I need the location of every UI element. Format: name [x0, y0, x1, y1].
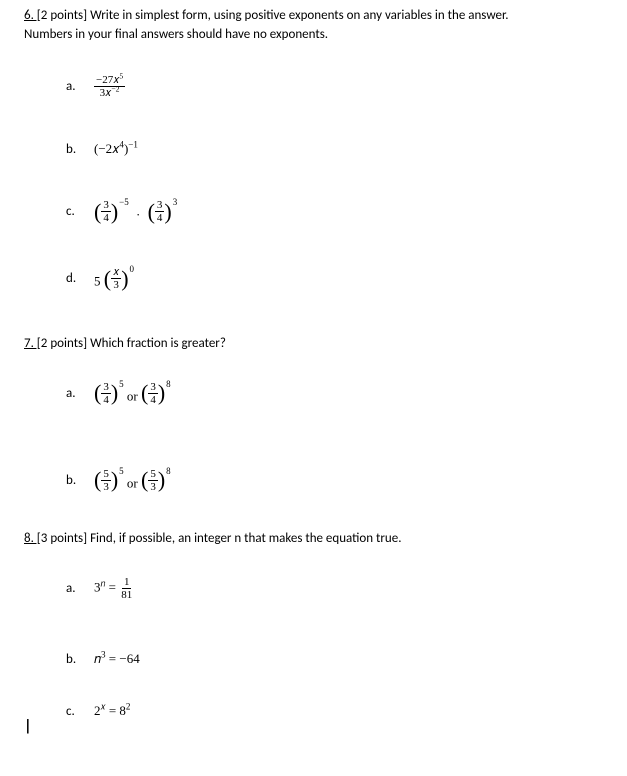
q6d: d. 5 (𝑥3) 0: [66, 266, 603, 291]
q6d-expr: 5 (𝑥3) 0: [94, 266, 134, 291]
q8b-label: b.: [66, 652, 80, 667]
q7-number: 7. [: [24, 336, 41, 351]
q7-points: 2 points]: [41, 336, 87, 351]
q6a-label: a.: [66, 79, 80, 94]
q6-points: 2 points]: [41, 8, 87, 23]
q6b-label: b.: [66, 142, 80, 157]
q6c: c. (34) −5 · (34) 3: [66, 199, 603, 224]
q8c-label: c.: [66, 704, 80, 719]
q8a-label: a.: [66, 581, 80, 596]
q7a-expr: (34) 5 or (34) 8: [94, 381, 171, 406]
q8-text: Find, if possible, an integer n that mak…: [87, 531, 401, 546]
q6c-expr: (34) −5 · (34) 3: [94, 199, 177, 224]
text-cursor: |: [24, 717, 32, 736]
q7b-label: b.: [66, 473, 80, 488]
q8-header: 8. [3 points] Find, if possible, an inte…: [24, 531, 603, 546]
q7b: b. (53) 5 or (53) 8: [66, 468, 603, 493]
q8b: b. 𝑛3 = −64: [66, 651, 603, 667]
q8a-expr: 3𝑛 = 181: [94, 576, 134, 601]
q8b-expr: 𝑛3 = −64: [94, 651, 140, 667]
q6b: b. (−2𝑥4)−1: [66, 141, 603, 157]
q7-header: 7. [2 points] Which fraction is greater?: [24, 336, 603, 351]
q7a: a. (34) 5 or (34) 8: [66, 381, 603, 406]
q6-text: Write in simplest form, using positive e…: [87, 8, 508, 23]
q8c-expr: 2𝑥 = 82: [94, 703, 130, 719]
q6-number: 6. [: [24, 8, 41, 23]
q6a-expr: −27𝑥5 3𝑥−2: [94, 74, 125, 99]
q6-line2: Numbers in your final answers should hav…: [24, 27, 603, 42]
q8c: c. 2𝑥 = 82: [66, 703, 603, 719]
q6-header: 6. [2 points] Write in simplest form, us…: [24, 8, 603, 23]
q8-number: 8. [: [24, 531, 41, 546]
q6d-label: d.: [66, 271, 80, 286]
q7b-expr: (53) 5 or (53) 8: [94, 468, 171, 493]
q8-points: 3 points]: [41, 531, 87, 546]
q7-text: Which fraction is greater?: [87, 336, 226, 351]
q7a-label: a.: [66, 386, 80, 401]
q6a: a. −27𝑥5 3𝑥−2: [66, 74, 603, 99]
q6c-label: c.: [66, 204, 80, 219]
q8a: a. 3𝑛 = 181: [66, 576, 603, 601]
q6b-expr: (−2𝑥4)−1: [94, 141, 138, 157]
